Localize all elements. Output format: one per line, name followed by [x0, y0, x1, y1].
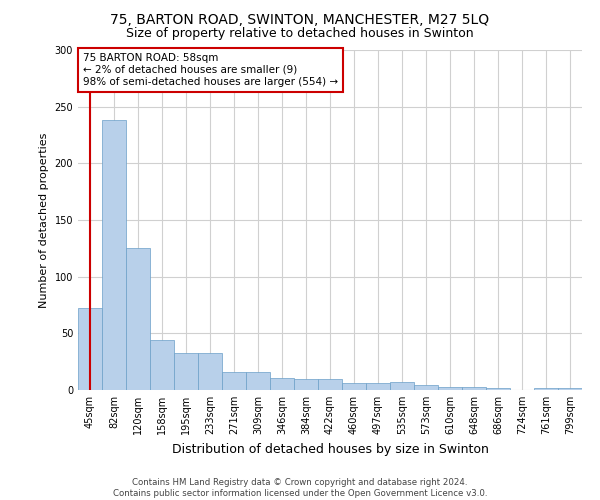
Bar — [294, 378, 318, 390]
Text: 75 BARTON ROAD: 58sqm
← 2% of detached houses are smaller (9)
98% of semi-detach: 75 BARTON ROAD: 58sqm ← 2% of detached h… — [83, 54, 338, 86]
Bar — [438, 386, 462, 390]
Text: Contains HM Land Registry data © Crown copyright and database right 2024.
Contai: Contains HM Land Registry data © Crown c… — [113, 478, 487, 498]
Bar — [174, 352, 198, 390]
Bar — [486, 388, 510, 390]
Text: Size of property relative to detached houses in Swinton: Size of property relative to detached ho… — [126, 28, 474, 40]
Bar — [390, 382, 414, 390]
Y-axis label: Number of detached properties: Number of detached properties — [39, 132, 49, 308]
Bar — [318, 378, 342, 390]
Bar — [342, 383, 366, 390]
Bar — [150, 340, 174, 390]
Bar — [366, 383, 390, 390]
Bar — [414, 386, 438, 390]
X-axis label: Distribution of detached houses by size in Swinton: Distribution of detached houses by size … — [172, 442, 488, 456]
Bar — [126, 248, 150, 390]
Bar — [270, 378, 294, 390]
Bar — [246, 372, 270, 390]
Bar — [78, 308, 102, 390]
Text: 75, BARTON ROAD, SWINTON, MANCHESTER, M27 5LQ: 75, BARTON ROAD, SWINTON, MANCHESTER, M2… — [110, 12, 490, 26]
Bar — [558, 388, 582, 390]
Bar — [222, 372, 246, 390]
Bar — [198, 352, 222, 390]
Bar — [102, 120, 126, 390]
Bar — [534, 388, 558, 390]
Bar — [462, 386, 486, 390]
